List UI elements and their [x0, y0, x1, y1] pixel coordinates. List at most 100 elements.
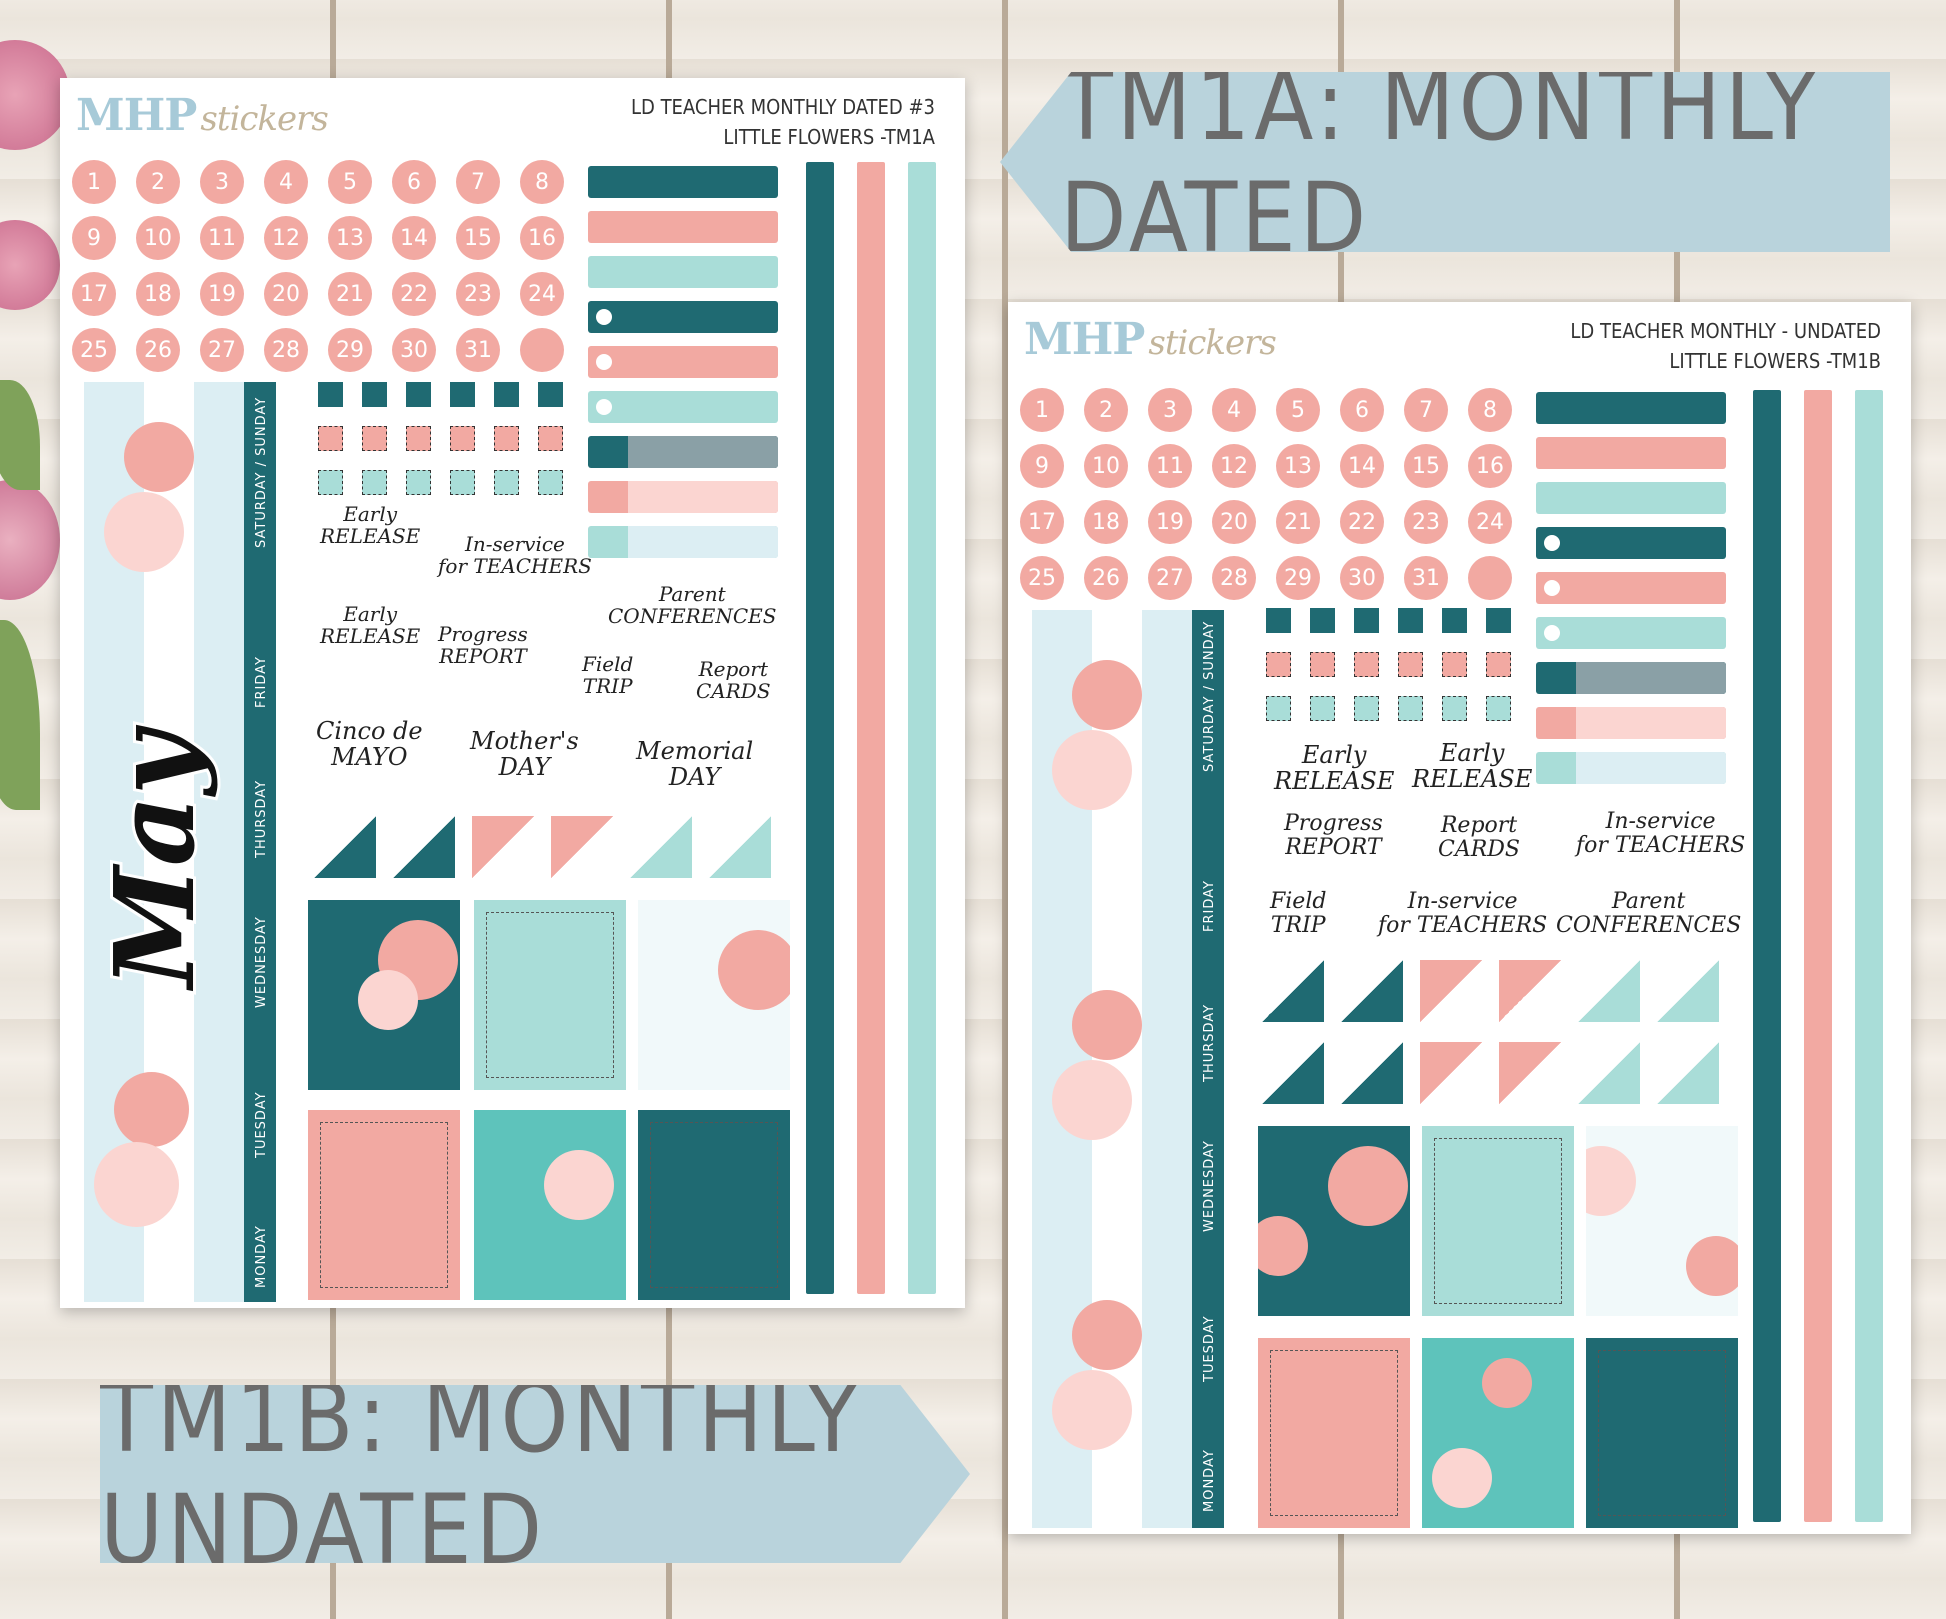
floral-tile-teal: [308, 900, 460, 1090]
strip-teal: [588, 166, 778, 198]
date-dot: 18: [1084, 500, 1128, 544]
brand-logo: MHP stickers: [1024, 314, 1277, 365]
month-label: May: [87, 728, 222, 991]
date-dot: 17: [1020, 500, 1064, 544]
date-dot: 25: [72, 328, 116, 372]
date-dot: 26: [136, 328, 180, 372]
flower-icon: [1052, 1060, 1132, 1140]
blank-tile-teal: [1586, 1338, 1738, 1528]
day-label: SATURDAY / SUNDAY: [254, 396, 269, 548]
banner-label: TM1B: MONTHLY UNDATED: [100, 1362, 863, 1586]
date-dot: 6: [392, 160, 436, 204]
sheet-title-line1: LD TEACHER MONTHLY - UNDATED: [1570, 319, 1881, 343]
color-strips: [588, 166, 778, 558]
date-dot: 13: [328, 216, 372, 260]
strip-mint-dot: [588, 391, 778, 423]
date-dot: 6: [1340, 388, 1384, 432]
date-dot: 3: [1148, 388, 1192, 432]
date-dots: 1 2 3 4 5 6 7 8 9 10 11 12 13 14 15 16 17 18 19 20 21 22 23 24 2…: [72, 160, 564, 372]
leaf-decoration: [0, 620, 40, 810]
date-dot: 15: [456, 216, 500, 260]
banner-label: TM1A: MONTHLY DATED: [1060, 50, 1821, 274]
phrase-cinco-de-mayo: Cinco de MAYO: [316, 717, 423, 771]
day-strip: [244, 382, 276, 1302]
strip-coral-dot: [588, 346, 778, 378]
banner-monthly-undated: TM1B: MONTHLY UNDATED: [100, 1385, 970, 1563]
phrase-early-release: Early RELEASE: [1274, 741, 1395, 795]
corner-triangles: [314, 816, 771, 878]
sheet-title-line1: LD TEACHER MONTHLY DATED #3: [630, 95, 935, 119]
phrase-report-cards: Report CARDS: [696, 657, 771, 703]
day-label: FRIDAY: [254, 656, 269, 708]
floral-column: [74, 382, 244, 1302]
date-dot: 17: [72, 272, 116, 316]
date-dot: 20: [1212, 500, 1256, 544]
date-dot: 1: [1020, 388, 1064, 432]
phrase-early-release: Early RELEASE: [320, 502, 421, 548]
floral-tile-pale: [1586, 1126, 1738, 1316]
day-strip: [1192, 610, 1224, 1528]
date-dot: 9: [72, 216, 116, 260]
date-dot: 3: [200, 160, 244, 204]
date-dot: 14: [1340, 444, 1384, 488]
sheet-title: LD TEACHER MONTHLY - UNDATED LITTLE FLOW…: [1570, 316, 1881, 376]
date-dot: 27: [1148, 556, 1192, 600]
date-dot: [520, 328, 564, 372]
date-dot: 10: [1084, 444, 1128, 488]
blank-tile-teal: [638, 1110, 790, 1300]
strip-coral: [1536, 437, 1726, 469]
date-dot: 18: [136, 272, 180, 316]
date-dot: 8: [520, 160, 564, 204]
checkbox-stickers: [318, 382, 563, 495]
date-dot: 20: [264, 272, 308, 316]
date-dot: 22: [392, 272, 436, 316]
pink-flower-decoration: [0, 480, 60, 600]
phrase-field-trip: Field TRIP: [582, 652, 634, 698]
strip-teal-dot: [1536, 527, 1726, 559]
strip-coral-dot: [1536, 572, 1726, 604]
strip-teal-dot: [588, 301, 778, 333]
banner-monthly-dated: TM1A: MONTHLY DATED: [1000, 72, 1890, 252]
blank-tile-coral: [308, 1110, 460, 1300]
floral-column: [1022, 610, 1192, 1528]
flower-icon: [114, 1072, 189, 1147]
date-dot: 4: [1212, 388, 1256, 432]
blank-tile-mint: [1422, 1126, 1574, 1316]
date-dot: 2: [136, 160, 180, 204]
phrase-progress-report: Progress REPORT: [438, 622, 528, 668]
strip-teal: [1536, 392, 1726, 424]
date-dot: 14: [392, 216, 436, 260]
pink-flower-decoration: [0, 220, 60, 310]
vertical-strip-mint: [908, 162, 936, 1294]
day-label: THURSDAY: [1202, 1003, 1217, 1082]
phrase-mothers-day: Mother's DAY: [470, 727, 579, 781]
color-strips: [1536, 392, 1726, 784]
vertical-strip-teal: [1753, 390, 1781, 1522]
date-dot: 10: [136, 216, 180, 260]
flower-icon: [1072, 1300, 1142, 1370]
date-dot: 29: [1276, 556, 1320, 600]
date-dot: 30: [1340, 556, 1384, 600]
date-dot: [1468, 556, 1512, 600]
date-dot: 12: [264, 216, 308, 260]
phrase-early-release: Early RELEASE: [1412, 739, 1533, 793]
vertical-strip-mint: [1855, 390, 1883, 1522]
brand-logo: MHP stickers: [76, 90, 329, 141]
phrase-in-service: In-service for TEACHERS: [1378, 889, 1548, 938]
strip-coral: [588, 211, 778, 243]
date-dot: 24: [1468, 500, 1512, 544]
floral-tile-teal: [1258, 1126, 1410, 1316]
sticker-sheet-undated: MHP stickers LD TEACHER MONTHLY - UNDATED…: [1008, 302, 1911, 1534]
date-dot: 22: [1340, 500, 1384, 544]
date-dot: 29: [328, 328, 372, 372]
flower-icon: [1052, 730, 1132, 810]
date-dot: 31: [1404, 556, 1448, 600]
date-dot: 23: [1404, 500, 1448, 544]
date-dot: 25: [1020, 556, 1064, 600]
date-dot: 21: [328, 272, 372, 316]
corner-triangles: [1262, 960, 1719, 1022]
date-dot: 30: [392, 328, 436, 372]
date-dot: 19: [200, 272, 244, 316]
day-label: TUESDAY: [254, 1091, 269, 1158]
date-dot: 12: [1212, 444, 1256, 488]
